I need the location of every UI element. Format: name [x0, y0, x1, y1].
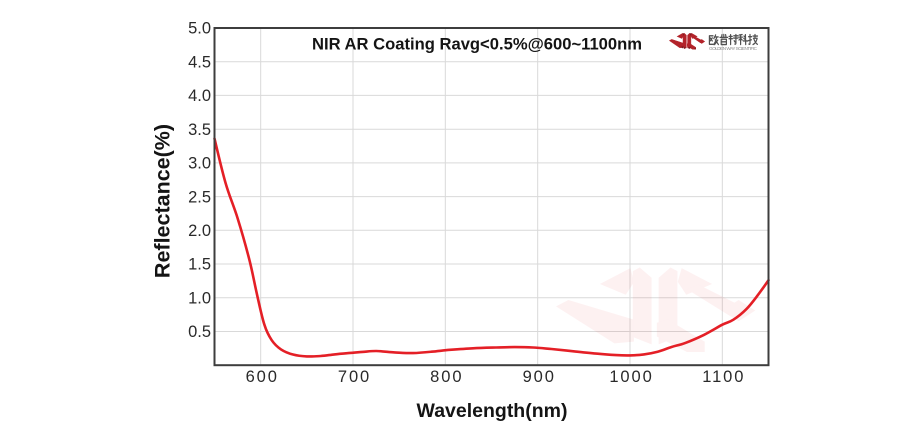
- svg-text:2.0: 2.0: [188, 222, 211, 240]
- svg-text:2.5: 2.5: [188, 188, 211, 206]
- svg-text:1.5: 1.5: [188, 256, 211, 274]
- svg-text:900: 900: [523, 368, 556, 386]
- svg-text:600: 600: [246, 368, 279, 386]
- svg-text:NIR AR Coating Ravg<0.5%@600~1: NIR AR Coating Ravg<0.5%@600~1100nm: [312, 35, 642, 54]
- svg-text:800: 800: [430, 368, 463, 386]
- svg-text:5.0: 5.0: [188, 20, 211, 38]
- svg-text:1000: 1000: [609, 368, 653, 386]
- svg-text:700: 700: [338, 368, 371, 386]
- svg-text:4.0: 4.0: [188, 87, 211, 105]
- svg-text:3.0: 3.0: [188, 155, 211, 173]
- svg-text:Wavelength(nm): Wavelength(nm): [417, 400, 568, 422]
- svg-text:Reflectance(%): Reflectance(%): [151, 124, 175, 278]
- svg-text:0.5: 0.5: [188, 323, 211, 341]
- svg-text:1100: 1100: [702, 368, 745, 386]
- svg-text:1.0: 1.0: [188, 290, 211, 308]
- svg-text:4.5: 4.5: [188, 53, 211, 71]
- svg-text:3.5: 3.5: [188, 121, 211, 139]
- svg-text:GOLDEN WAY SCIENTIFIC: GOLDEN WAY SCIENTIFIC: [709, 46, 758, 51]
